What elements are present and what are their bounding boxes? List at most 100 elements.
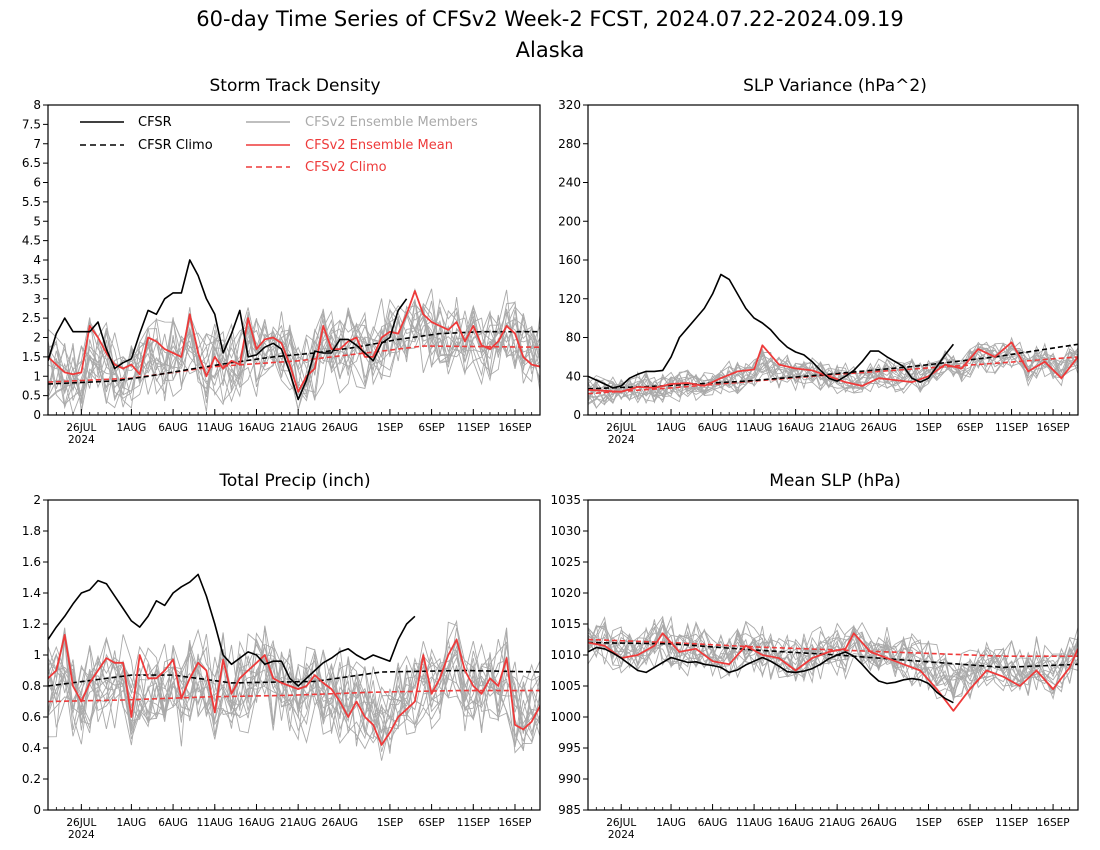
y-tick-label: 1	[33, 648, 41, 662]
x-tick-label: 6AUG	[698, 422, 728, 434]
ensemble-member-line	[48, 627, 540, 750]
panel-mean-slp: Mean SLP (hPa) 985 990 995 1000 1005 1010 1015…	[550, 471, 1079, 841]
plot-area	[588, 273, 1078, 410]
figure-subtitle: Alaska	[516, 38, 585, 62]
y-tick-label: 1.4	[22, 586, 41, 600]
y-tick-label: 1030	[550, 524, 581, 538]
x-tick-label: 6SEP	[418, 817, 444, 829]
y-tick-label: 320	[558, 98, 581, 112]
x-tick-year-label: 2024	[608, 434, 635, 446]
ensemble-member-line	[588, 619, 1078, 693]
y-tick-label: 1005	[550, 679, 581, 693]
y-tick-label: 5.5	[22, 195, 41, 209]
y-tick-label: 1.8	[22, 524, 41, 538]
x-tick-label: 1AUG	[117, 817, 147, 829]
panel-storm-track-density: Storm Track Density 0 0.5 1 1.5 2 2.5 3 3.5 4 4.5…	[22, 76, 541, 446]
y-tick-label: 0.4	[22, 741, 41, 755]
ensemble-mean-line	[48, 634, 540, 746]
y-tick-label: 4.5	[22, 234, 41, 248]
x-tick-label: 16AUG	[777, 422, 813, 434]
ensemble-member-line	[48, 288, 540, 409]
ensemble-member-line	[48, 621, 540, 754]
panel-total-precip: Total Precip (inch) 0 0.2 0.4 0.6 0.8 1 1.2 1.4…	[22, 471, 541, 841]
ensemble-member-line	[588, 347, 1078, 409]
ensemble-mean-line	[48, 290, 540, 393]
y-tick-label: 6.5	[22, 156, 41, 170]
ensemble-member-line	[48, 645, 540, 745]
y-tick-label: 2	[33, 493, 41, 507]
y-tick-label: 1	[33, 369, 41, 383]
cfsr-line	[48, 573, 416, 687]
x-tick-label: 21AUG	[819, 817, 855, 829]
x-tick-year-label: 2024	[68, 434, 95, 446]
y-tick-label: 8	[33, 98, 41, 112]
x-tick-label: 26JUL	[66, 422, 96, 434]
y-tick-label: 0.8	[22, 679, 41, 693]
ensemble-member-line	[48, 298, 540, 411]
x-tick-year-label: 2024	[608, 829, 635, 841]
x-tick-label: 16SEP	[498, 817, 531, 829]
ensemble-member-line	[48, 633, 540, 748]
x-tick-label: 11SEP	[457, 422, 490, 434]
y-tick-label: 1.5	[22, 350, 41, 364]
y-tick-label: 0	[33, 408, 41, 422]
ensemble-mean-line	[588, 632, 1078, 712]
y-tick-label: 160	[558, 253, 581, 267]
y-tick-label: 0	[33, 803, 41, 817]
ensemble-member-line	[588, 624, 1078, 698]
x-tick-label: 6AUG	[158, 817, 188, 829]
y-tick-label: 7	[33, 137, 41, 151]
legend-label-cfsv2-climo: CFSv2 Climo	[305, 160, 387, 175]
y-tick-label: 40	[566, 369, 581, 383]
panel-slp-variance: SLP Variance (hPa^2) 0 40 80 120 160 200 240 28…	[558, 76, 1079, 446]
panel-title: Total Precip (inch)	[218, 471, 370, 491]
y-tick-label: 240	[558, 176, 581, 190]
plot-area	[48, 573, 540, 761]
x-tick-label: 21AUG	[280, 817, 316, 829]
y-tick-label: 1015	[550, 617, 581, 631]
legend-label-ens-mean: CFSv2 Ensemble Mean	[305, 138, 453, 153]
cfsr-climo-line	[48, 669, 540, 687]
x-tick-year-label: 2024	[68, 829, 95, 841]
plot-area	[588, 615, 1078, 712]
y-tick-label: 0.2	[22, 772, 41, 786]
x-tick-label: 11SEP	[995, 422, 1028, 434]
y-tick-label: 120	[558, 292, 581, 306]
y-tick-label: 985	[558, 803, 581, 817]
legend-label-cfsr: CFSR	[138, 115, 172, 130]
x-tick-label: 26JUL	[606, 817, 636, 829]
x-tick-label: 16SEP	[1037, 422, 1070, 434]
y-tick-label: 1000	[550, 710, 581, 724]
x-tick-label: 6SEP	[418, 422, 444, 434]
cfsr-line	[588, 646, 954, 704]
y-tick-label: 80	[566, 331, 581, 345]
ensemble-member-line	[588, 615, 1078, 700]
ensemble-member-line	[588, 621, 1078, 690]
y-tick-label: 0	[573, 408, 581, 422]
cfsv2-climo-line	[48, 689, 540, 703]
y-tick-label: 1.2	[22, 617, 41, 631]
y-tick-label: 4	[33, 253, 41, 267]
x-tick-label: 26AUG	[860, 817, 896, 829]
x-tick-label: 1SEP	[377, 817, 403, 829]
x-tick-label: 1SEP	[915, 422, 941, 434]
x-tick-label: 16SEP	[1037, 817, 1070, 829]
y-tick-label: 990	[558, 772, 581, 786]
panel-title: SLP Variance (hPa^2)	[743, 76, 927, 96]
y-tick-label: 3	[33, 292, 41, 306]
y-tick-label: 200	[558, 214, 581, 228]
x-tick-label: 1AUG	[117, 422, 147, 434]
x-tick-label: 11AUG	[736, 422, 772, 434]
cfsr-line	[48, 259, 408, 401]
x-tick-label: 16AUG	[777, 817, 813, 829]
y-tick-label: 0.6	[22, 710, 41, 724]
x-tick-label: 16SEP	[498, 422, 531, 434]
x-tick-label: 6AUG	[158, 422, 188, 434]
x-tick-label: 11SEP	[457, 817, 490, 829]
y-tick-label: 1025	[550, 555, 581, 569]
plot-frame	[47, 499, 541, 811]
y-tick-label: 1.6	[22, 555, 41, 569]
y-tick-label: 1035	[550, 493, 581, 507]
x-tick-label: 6SEP	[957, 817, 983, 829]
